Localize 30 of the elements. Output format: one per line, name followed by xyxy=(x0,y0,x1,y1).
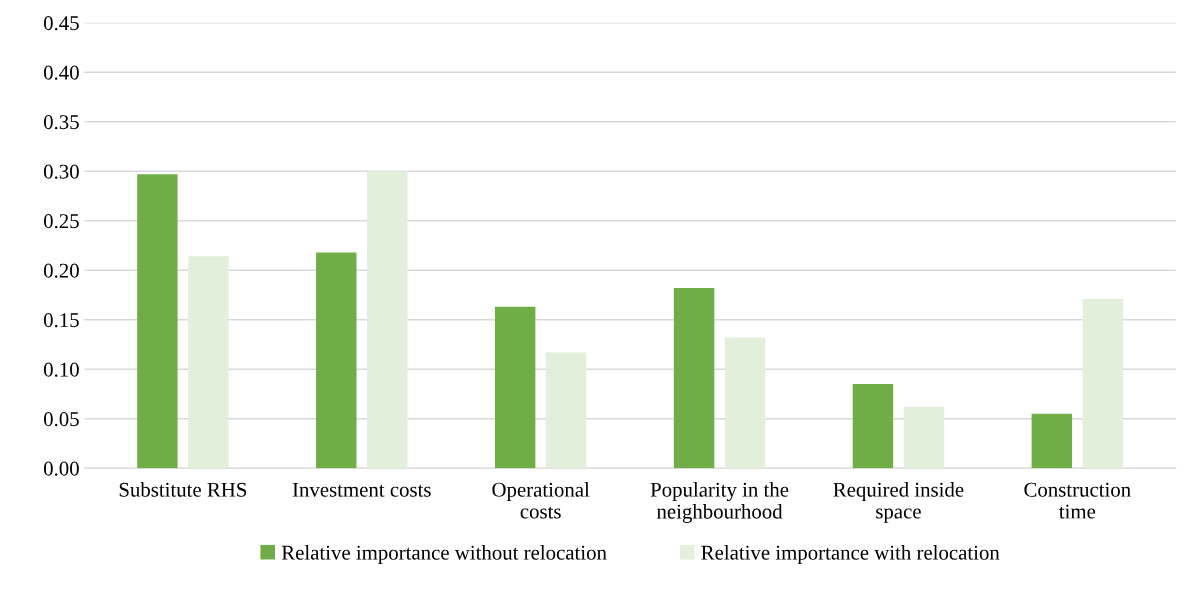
x-tick-label: Operational costs xyxy=(492,482,590,519)
x-tick-label: Substitute RHS xyxy=(119,482,247,497)
bar xyxy=(545,352,587,469)
bar xyxy=(316,252,357,469)
x-tick-label: Popularity in the neighbourhood xyxy=(650,482,789,523)
x-tick-label: Investment costs xyxy=(292,482,431,497)
bar xyxy=(852,384,894,469)
legend-label: Relative importance with relocation xyxy=(701,545,1000,564)
bar xyxy=(724,337,766,469)
bar xyxy=(1031,413,1073,469)
legend-label: Relative importance without relocation xyxy=(281,545,607,564)
y-tick-label: 0.35 xyxy=(43,115,79,130)
y-tick-label: 0.15 xyxy=(43,313,79,328)
y-tick-label: 0.25 xyxy=(43,214,79,229)
y-tick-label: 0.45 xyxy=(43,16,79,31)
bar xyxy=(903,406,945,469)
bar xyxy=(188,256,229,469)
x-tick-label: Required inside space xyxy=(833,482,964,523)
bar xyxy=(1082,298,1124,469)
y-tick-label: 0.05 xyxy=(43,412,79,427)
bar xyxy=(673,288,715,469)
x-tick-label: Construction time xyxy=(1024,482,1131,519)
y-tick-label: 0.10 xyxy=(43,362,79,377)
bar xyxy=(367,171,408,469)
y-tick-label: 0.20 xyxy=(43,263,79,278)
y-tick-label: 0.30 xyxy=(43,164,79,179)
bar xyxy=(137,174,178,469)
y-tick-label: 0.00 xyxy=(43,461,79,476)
y-tick-label: 0.40 xyxy=(43,65,79,80)
bar xyxy=(494,306,536,469)
